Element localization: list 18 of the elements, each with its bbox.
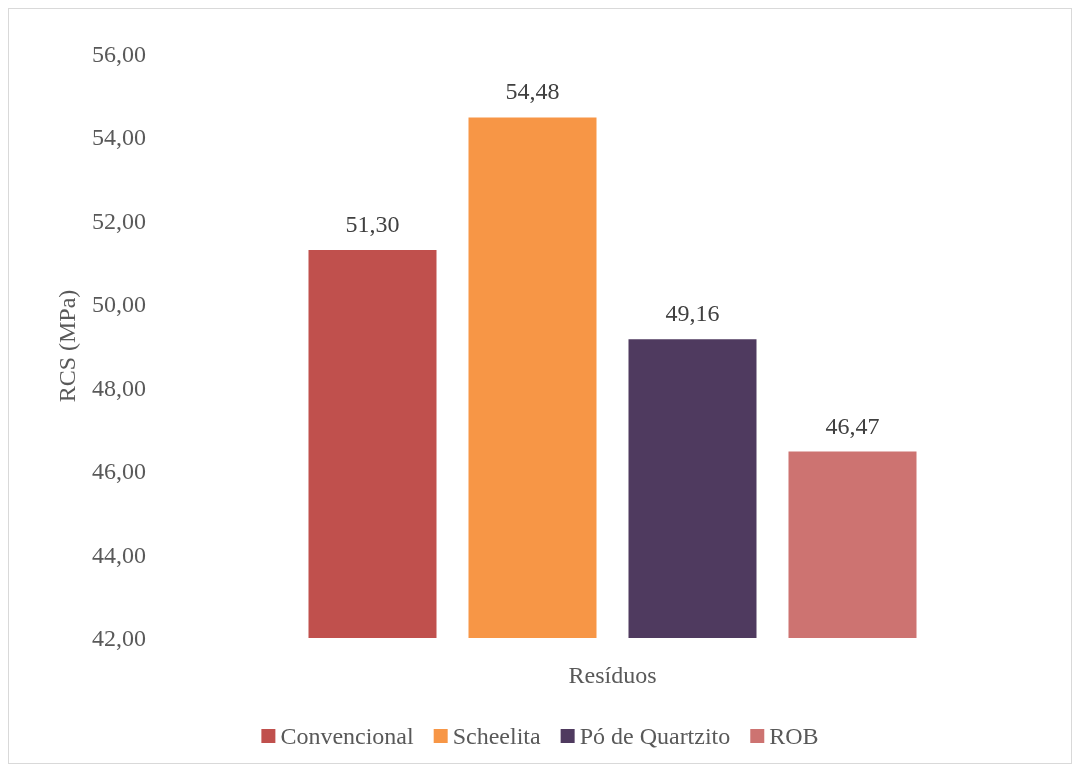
legend-label: Pó de Quartzito (579, 723, 731, 749)
x-axis-title: Resíduos (568, 662, 657, 688)
data-label: 49,16 (665, 300, 720, 327)
legend-label: ROB (769, 723, 819, 749)
y-tick-label: 42,00 (92, 625, 146, 651)
y-tick-label: 48,00 (92, 374, 146, 401)
y-tick-label: 46,00 (92, 458, 146, 485)
legend-label: Scheelita (452, 723, 541, 749)
legend-label: Convencional (280, 723, 415, 749)
y-tick-label: 50,00 (92, 291, 146, 318)
y-axis-title: RCS (MPa) (54, 289, 80, 403)
y-tick-label: 52,00 (92, 207, 146, 234)
data-label: 46,47 (825, 412, 880, 439)
data-label: 51,30 (345, 211, 400, 238)
data-label: 54,48 (505, 78, 560, 105)
y-tick-label: 44,00 (92, 541, 146, 568)
y-tick-label: 54,00 (92, 124, 146, 151)
y-tick-label: 56,00 (92, 41, 146, 67)
